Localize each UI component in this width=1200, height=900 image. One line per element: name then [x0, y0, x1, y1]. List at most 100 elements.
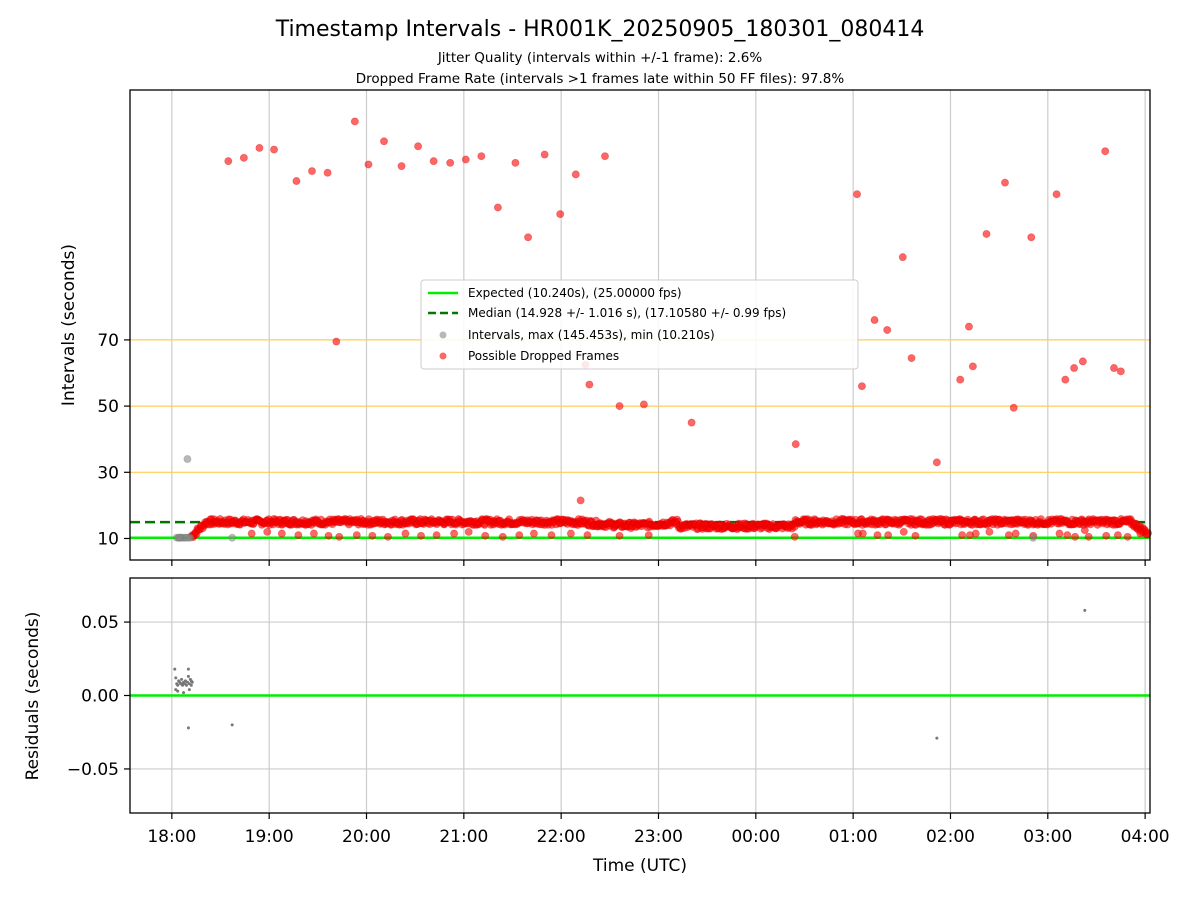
- residuals-panel: 0.05 0.00 −0.05 18:00 19:00 20:00 21:00 22:00 2…: [23, 577, 1170, 876]
- residuals-y-tick-label: 0.00: [81, 687, 119, 707]
- dropped-frame-point: [585, 380, 594, 389]
- dropped-frame-point: [524, 233, 533, 242]
- dropped-frame-point: [911, 531, 920, 540]
- x-tick-label: 04:00: [1121, 827, 1170, 847]
- residual-point: [189, 683, 193, 687]
- dropped-frame-point: [461, 155, 470, 164]
- intervals-y-axis-label: Intervals (seconds): [59, 244, 79, 406]
- dropped-frame-point: [294, 531, 303, 540]
- x-tick-label: 18:00: [147, 827, 196, 847]
- dropped-frame-point: [1004, 531, 1013, 540]
- dropped-frame-point: [873, 531, 882, 540]
- dropped-frame-point: [417, 531, 426, 540]
- dropped-frame-point: [1136, 529, 1145, 538]
- dropped-frame-point: [477, 152, 486, 161]
- dropped-frame-point: [1070, 364, 1079, 373]
- dropped-frame-point: [1078, 357, 1087, 366]
- dropped-frame-point: [247, 529, 256, 538]
- intervals-y-tick-label: 50: [97, 397, 119, 417]
- residuals-series: [173, 608, 1087, 740]
- dropped-frame-point: [1052, 190, 1061, 199]
- dropped-frame-point: [515, 531, 524, 540]
- dropped-frame-point: [600, 152, 609, 161]
- intervals-panel: 10 30 50 70 Intervals (seconds) Expected (1…: [59, 89, 1153, 566]
- dropped-frame-point: [429, 157, 438, 166]
- residual-point: [186, 674, 190, 678]
- residual-point: [186, 726, 190, 730]
- dropped-frame-point: [870, 316, 879, 325]
- dropped-frame-point: [368, 531, 377, 540]
- dropped-frame-point: [364, 160, 373, 169]
- dropped-frame-point: [1011, 529, 1020, 538]
- residual-point: [186, 667, 190, 671]
- dropped-frame-point: [481, 531, 490, 540]
- dropped-frame-point: [1102, 531, 1111, 540]
- dropped-frame-point: [324, 531, 333, 540]
- dropped-frame-point: [1061, 375, 1070, 384]
- dropped-frame-point: [292, 177, 301, 186]
- dropped-frame-point: [985, 527, 994, 536]
- x-tick-label: 01:00: [829, 827, 878, 847]
- intervals-series: [172, 455, 1038, 542]
- residual-point: [187, 688, 191, 692]
- dropped-frame-point: [450, 529, 459, 538]
- dropped-frame-point: [323, 168, 332, 177]
- dropped-frame-point: [224, 157, 233, 166]
- dropped-frame-point: [277, 529, 286, 538]
- intervals-y-tick-label: 10: [97, 529, 119, 549]
- dropped-frame-point: [639, 400, 648, 409]
- dropped-frame-point: [884, 531, 893, 540]
- dropped-frame-point: [899, 527, 908, 536]
- dropped-frame-point: [932, 458, 941, 467]
- dropped-frame-point: [498, 532, 507, 541]
- dropped-frame-point: [464, 527, 473, 536]
- dropped-frame-point: [791, 440, 800, 449]
- dropped-frame-point: [263, 527, 272, 536]
- figure-title: Timestamp Intervals - HR001K_20250905_18…: [275, 17, 925, 42]
- dropped-frame-point: [493, 203, 502, 212]
- dropped-frame-point: [540, 150, 549, 159]
- dropped-frame-point: [1009, 403, 1018, 412]
- x-axis-label: Time (UTC): [592, 856, 687, 876]
- dropped-frame-point: [982, 229, 991, 238]
- legend-box: [420, 279, 859, 370]
- dropped-frame-point: [956, 375, 965, 384]
- legend-intervals-label: Intervals, max (145.453s), min (10.210s): [468, 328, 715, 342]
- dropped-frame-point: [1084, 532, 1093, 541]
- dropped-frame-point: [401, 529, 410, 538]
- residual-point: [176, 689, 180, 693]
- dropped-frame-point: [309, 529, 318, 538]
- legend-expected-label: Expected (10.240s), (25.00000 fps): [468, 286, 682, 300]
- dropped-frame-point: [566, 529, 575, 538]
- dropped-frame-point: [239, 153, 248, 162]
- intervals-y-ticks: 10 30 50 70: [97, 331, 130, 549]
- residual-point: [180, 677, 184, 681]
- dropped-frame-point: [615, 402, 624, 411]
- residual-point: [174, 676, 178, 680]
- residual-point: [182, 691, 186, 695]
- legend-intervals-swatch: [439, 331, 447, 339]
- dropped-frame-point: [1116, 367, 1125, 376]
- dropped-frame-point: [350, 117, 359, 126]
- dropped-frame-point: [383, 532, 392, 541]
- dropped-frame-point: [907, 354, 916, 363]
- dropped-frame-point: [1109, 364, 1118, 373]
- x-tick-label: 22:00: [537, 827, 586, 847]
- dropped-frame-point: [968, 362, 977, 371]
- dropped-frame-point: [790, 532, 799, 541]
- dropped-frame-point: [1063, 531, 1072, 540]
- residuals-y-tick-label: −0.05: [67, 760, 119, 780]
- dropped-frame-point: [529, 529, 538, 538]
- dropped-frame-point: [1027, 233, 1036, 242]
- interval-point: [175, 533, 184, 542]
- dropped-frame-point: [335, 532, 344, 541]
- interval-point: [1029, 533, 1038, 542]
- dropped-frame-point: [644, 531, 653, 540]
- dropped-frame-point: [576, 496, 585, 505]
- dropped-frame-point: [432, 531, 441, 540]
- x-tick-label: 20:00: [342, 827, 391, 847]
- dropped-frame-point: [1000, 178, 1009, 187]
- dropped-frame-point: [511, 158, 520, 167]
- residual-point: [189, 679, 193, 683]
